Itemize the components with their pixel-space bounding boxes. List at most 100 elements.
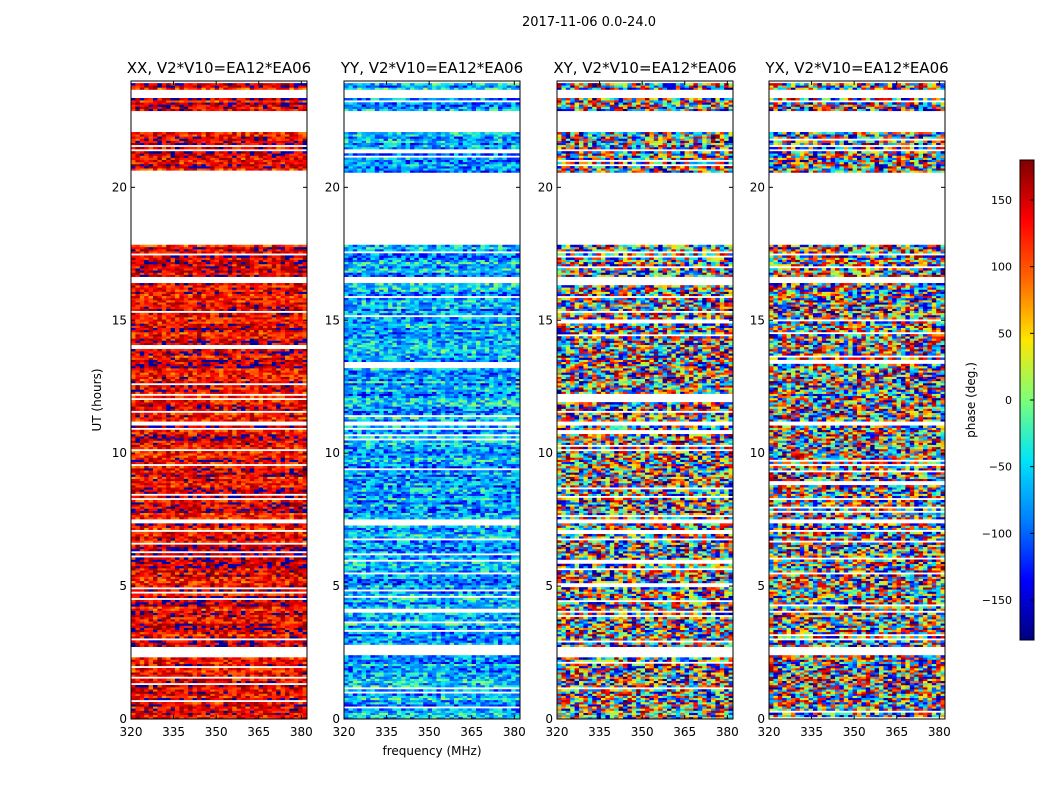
heatmap-cell	[170, 523, 176, 526]
heatmap-cell	[254, 434, 259, 437]
heatmap-cell	[157, 487, 163, 490]
heatmap-cell	[192, 695, 198, 699]
heatmap-cell	[166, 516, 171, 520]
heatmap-cell	[271, 461, 277, 465]
heatmap-cell	[201, 400, 207, 403]
heatmap-cell	[144, 576, 149, 579]
heatmap-cell	[170, 489, 176, 492]
heatmap-cell	[249, 472, 255, 475]
heatmap-cell	[280, 480, 286, 484]
heatmap-cell	[280, 608, 286, 611]
heatmap-cell	[236, 701, 242, 705]
heatmap-cell	[267, 663, 273, 667]
heatmap-cell	[223, 400, 229, 403]
heatmap-cell	[161, 527, 167, 531]
heatmap-cell	[223, 465, 229, 469]
heatmap-cell	[289, 459, 295, 462]
heatmap-cell	[148, 599, 154, 603]
heatmap-cell	[302, 495, 307, 499]
heatmap-cell	[241, 563, 246, 567]
heatmap-cell	[166, 557, 171, 560]
heatmap-cell	[214, 510, 220, 514]
heatmap-cell	[214, 468, 220, 471]
heatmap-cell	[227, 561, 233, 565]
heatmap-cell	[302, 633, 307, 637]
heatmap-cell	[153, 489, 158, 492]
heatmap-cell	[179, 491, 185, 494]
heatmap-cell	[258, 640, 264, 643]
heatmap-cell	[285, 616, 290, 620]
heatmap-cell	[205, 608, 211, 611]
heatmap-cell	[236, 593, 242, 596]
heatmap-cell	[205, 633, 211, 637]
heatmap-cell	[236, 559, 242, 562]
heatmap-cell	[302, 667, 307, 671]
heatmap-cell	[161, 472, 167, 475]
heatmap-cell	[236, 495, 242, 499]
heatmap-cell	[285, 621, 290, 624]
heatmap-cell	[201, 710, 207, 713]
heatmap-cell	[267, 557, 273, 560]
heatmap-cell	[280, 504, 286, 507]
heatmap-cell	[144, 582, 149, 586]
heatmap-cell	[298, 616, 303, 620]
heatmap-cell	[192, 608, 198, 611]
heatmap-cell	[241, 502, 246, 505]
heatmap-cell	[166, 491, 171, 494]
heatmap-cell	[157, 446, 163, 450]
heatmap-cell	[166, 459, 171, 462]
heatmap-cell	[276, 563, 281, 567]
heatmap-cell	[161, 659, 167, 662]
heatmap-cell	[188, 714, 193, 718]
heatmap-cell	[214, 710, 220, 713]
heatmap-cell	[179, 561, 185, 565]
heatmap-cell	[263, 623, 268, 626]
heatmap-cell	[232, 446, 237, 450]
heatmap-cell	[148, 444, 154, 448]
heatmap-cell	[302, 468, 307, 471]
heatmap-cell	[161, 706, 167, 709]
heatmap-cell	[197, 395, 202, 399]
heatmap-cell	[249, 419, 255, 422]
heatmap-cell	[258, 546, 264, 550]
heatmap-cell	[249, 446, 255, 450]
heatmap-cell	[179, 485, 185, 488]
heatmap-cell	[236, 400, 242, 403]
heatmap-cell	[153, 695, 158, 699]
heatmap-cell	[192, 712, 198, 716]
heatmap-cell	[139, 678, 145, 682]
heatmap-cell	[241, 625, 246, 628]
heatmap-cell	[205, 408, 211, 411]
heatmap-cell	[157, 644, 163, 647]
heatmap-cell	[188, 400, 193, 403]
heatmap-cell	[267, 706, 273, 709]
heatmap-cell	[139, 570, 145, 573]
heatmap-cell	[161, 578, 167, 582]
heatmap-cell	[135, 625, 141, 628]
heatmap-cell	[139, 536, 145, 539]
heatmap-cell	[157, 502, 163, 505]
heatmap-cell	[254, 540, 259, 543]
heatmap-cell	[210, 395, 215, 399]
heatmap-cell	[183, 684, 189, 688]
heatmap-cell	[197, 440, 202, 443]
heatmap-cell	[236, 536, 242, 539]
heatmap-cell	[131, 419, 136, 422]
heatmap-cell	[249, 578, 255, 582]
heatmap-cell	[267, 468, 273, 471]
heatmap-cell	[285, 487, 290, 490]
heatmap-cell	[210, 657, 215, 660]
heatmap-cell	[271, 593, 277, 596]
heatmap-cell	[153, 453, 158, 456]
heatmap-cell	[298, 414, 303, 418]
heatmap-cell	[258, 616, 264, 620]
heatmap-cell	[285, 636, 290, 639]
heatmap-cell	[232, 667, 237, 671]
heatmap-cell	[254, 487, 259, 490]
heatmap-cell	[280, 438, 286, 441]
heatmap-cell	[258, 527, 264, 531]
heatmap-cell	[271, 414, 277, 418]
heatmap-cell	[153, 395, 158, 399]
heatmap-cell	[183, 470, 189, 473]
heatmap-cell	[236, 459, 242, 462]
